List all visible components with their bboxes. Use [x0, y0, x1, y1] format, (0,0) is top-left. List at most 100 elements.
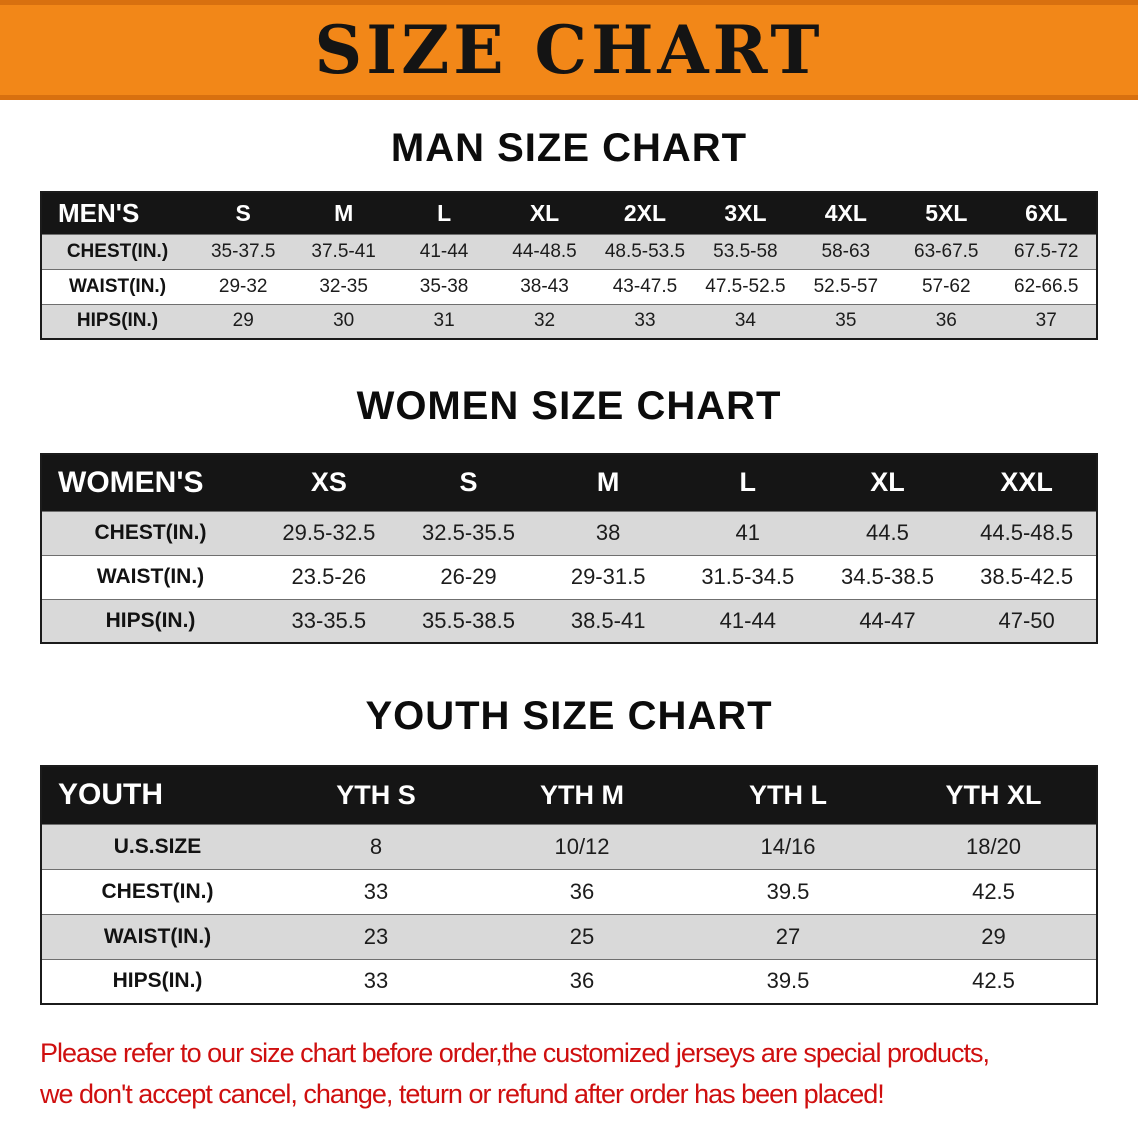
- size-value-cell: 36: [569, 878, 595, 904]
- size-value-cell: 47-50: [998, 607, 1055, 633]
- size-column-header: 6XL: [1025, 199, 1068, 226]
- size-value-cell: 23: [363, 923, 389, 949]
- size-column-header: 4XL: [824, 199, 867, 226]
- table-title-cell: MEN'S: [58, 197, 140, 228]
- size-value-cell: 33: [363, 968, 389, 994]
- size-value-cell: 42.5: [972, 878, 1015, 904]
- size-column-header: XS: [310, 467, 347, 498]
- size-column-header: S: [459, 467, 478, 498]
- size-value-cell: 38.5-42.5: [980, 564, 1074, 589]
- measurement-row: WAIST(IN.) 23 25 27 29: [41, 914, 1097, 959]
- size-column-header: M: [334, 199, 354, 226]
- notice-line-1: Please refer to our size chart before or…: [40, 1038, 990, 1068]
- size-value-cell: 57-62: [921, 275, 971, 297]
- measurement-label: WAIST(IN.): [103, 924, 212, 948]
- women-size-chart-heading: WOMEN SIZE CHART: [356, 384, 782, 428]
- measurement-label: HIPS(IN.): [105, 608, 196, 632]
- notice-line-2: we don't accept cancel, change, teturn o…: [40, 1078, 885, 1109]
- size-value-cell: 41-44: [719, 607, 776, 633]
- size-value-cell: 44-47: [859, 607, 916, 633]
- size-value-cell: 8: [369, 833, 383, 859]
- table-header-row: YOUTH YTH S YTH M YTH L YTH XL: [41, 766, 1097, 824]
- size-value-cell: 42.5: [972, 968, 1015, 994]
- size-column-header: M: [596, 467, 620, 498]
- size-value-cell: 31: [433, 310, 455, 332]
- youth-size-table: YOUTH YTH S YTH M YTH L YTH XL U.S.SIZE 8 10/12…: [40, 765, 1098, 1005]
- measurement-row: HIPS(IN.) 33-35.5 35.5-38.5 38.5-41 41-44 44-…: [41, 599, 1097, 643]
- size-value-cell: 26-29: [440, 564, 497, 589]
- size-column-header: YTH M: [540, 779, 624, 810]
- size-value-cell: 23.5-26: [291, 564, 367, 589]
- size-value-cell: 52.5-57: [813, 275, 879, 297]
- women-size-table: WOMEN'S XS S M L XL XXL CHEST(IN.) 29.5-32.5 32.5…: [40, 453, 1098, 644]
- size-value-cell: 53.5-58: [713, 240, 778, 262]
- size-value-cell: 14/16: [760, 833, 816, 859]
- size-value-cell: 35: [835, 310, 857, 332]
- size-column-header: L: [437, 199, 452, 226]
- size-value-cell: 31.5-34.5: [701, 564, 795, 589]
- size-column-header: YTH L: [749, 779, 827, 810]
- section-women: WOMEN SIZE CHART WOMEN'S XS S M L XL XXL CHEST(…: [0, 384, 1138, 644]
- measurement-label: WAIST(IN.): [68, 275, 167, 297]
- size-value-cell: 10/12: [554, 833, 610, 859]
- measurement-label: CHEST(IN.): [101, 879, 214, 903]
- size-value-cell: 67.5-72: [1014, 240, 1079, 262]
- size-value-cell: 33-35.5: [291, 607, 367, 633]
- size-value-cell: 30: [333, 310, 355, 332]
- size-value-cell: 35-37.5: [210, 240, 276, 262]
- size-value-cell: 34: [734, 310, 756, 332]
- size-value-cell: 33: [363, 878, 389, 904]
- size-value-cell: 41: [735, 520, 761, 545]
- size-column-header: 2XL: [623, 199, 667, 226]
- size-column-header: XL: [529, 199, 560, 226]
- size-value-cell: 39.5: [766, 968, 810, 994]
- size-value-cell: 25: [569, 923, 595, 949]
- size-value-cell: 47.5-52.5: [705, 275, 786, 297]
- size-value-cell: 27: [775, 923, 801, 949]
- size-column-header: XXL: [1000, 467, 1053, 498]
- size-value-cell: 39.5: [766, 878, 810, 904]
- size-value-cell: 37: [1035, 310, 1057, 332]
- measurement-row: CHEST(IN.) 35-37.5 37.5-41 41-44 44-48.5 48.5…: [41, 234, 1097, 269]
- measurement-row: WAIST(IN.) 29-32 32-35 35-38 38-43 43-47.5 47.…: [41, 269, 1097, 304]
- size-column-header: 5XL: [925, 199, 968, 226]
- size-value-cell: 29.5-32.5: [282, 520, 376, 545]
- size-value-cell: 29: [232, 310, 254, 332]
- size-value-cell: 38: [595, 520, 621, 545]
- size-value-cell: 32-35: [319, 275, 368, 297]
- measurement-label: U.S.SIZE: [113, 834, 202, 858]
- measurement-label: WAIST(IN.): [96, 565, 205, 588]
- table-header-row: MEN'S S M L XL 2XL 3XL 4XL 5XL 6XL: [41, 192, 1097, 234]
- measurement-row: WAIST(IN.) 23.5-26 26-29 29-31.5 31.5-34.5 34…: [41, 555, 1097, 599]
- size-value-cell: 41-44: [419, 240, 469, 262]
- size-value-cell: 35-38: [419, 275, 469, 297]
- measurement-label: HIPS(IN.): [76, 310, 159, 332]
- size-value-cell: 32: [533, 310, 556, 332]
- measurement-label: CHEST(IN.): [66, 240, 169, 262]
- size-value-cell: 35.5-38.5: [422, 607, 515, 633]
- measurement-row: CHEST(IN.) 29.5-32.5 32.5-35.5 38 41 44.5 44.5…: [41, 511, 1097, 555]
- section-men: MAN SIZE CHART MEN'S S M L XL 2XL 3XL 4XL 5XL 6XL…: [0, 126, 1138, 340]
- man-size-chart-heading: MAN SIZE CHART: [390, 126, 748, 170]
- size-value-cell: 63-67.5: [914, 240, 979, 262]
- banner: SIZE CHART: [0, 0, 1138, 100]
- size-value-cell: 38-43: [520, 275, 569, 297]
- size-column-header: YTH XL: [945, 779, 1042, 810]
- size-value-cell: 32.5-35.5: [422, 520, 515, 545]
- table-header-row: WOMEN'S XS S M L XL XXL: [41, 454, 1097, 511]
- table-title-cell: WOMEN'S: [58, 465, 204, 499]
- size-value-cell: 29: [981, 923, 1006, 949]
- size-value-cell: 36: [569, 968, 595, 994]
- size-value-cell: 58-63: [821, 240, 871, 262]
- size-value-cell: 37.5-41: [311, 240, 376, 262]
- measurement-row: U.S.SIZE 8 10/12 14/16 18/20: [41, 824, 1097, 869]
- page-title: SIZE CHART: [314, 11, 824, 89]
- size-value-cell: 29-31.5: [570, 564, 646, 589]
- size-value-cell: 18/20: [965, 833, 1022, 859]
- size-value-cell: 43-47.5: [612, 275, 678, 297]
- size-value-cell: 62-66.5: [1014, 275, 1079, 297]
- size-column-header: L: [739, 467, 757, 498]
- size-column-header: 3XL: [724, 199, 767, 226]
- size-value-cell: 34.5-38.5: [840, 564, 934, 589]
